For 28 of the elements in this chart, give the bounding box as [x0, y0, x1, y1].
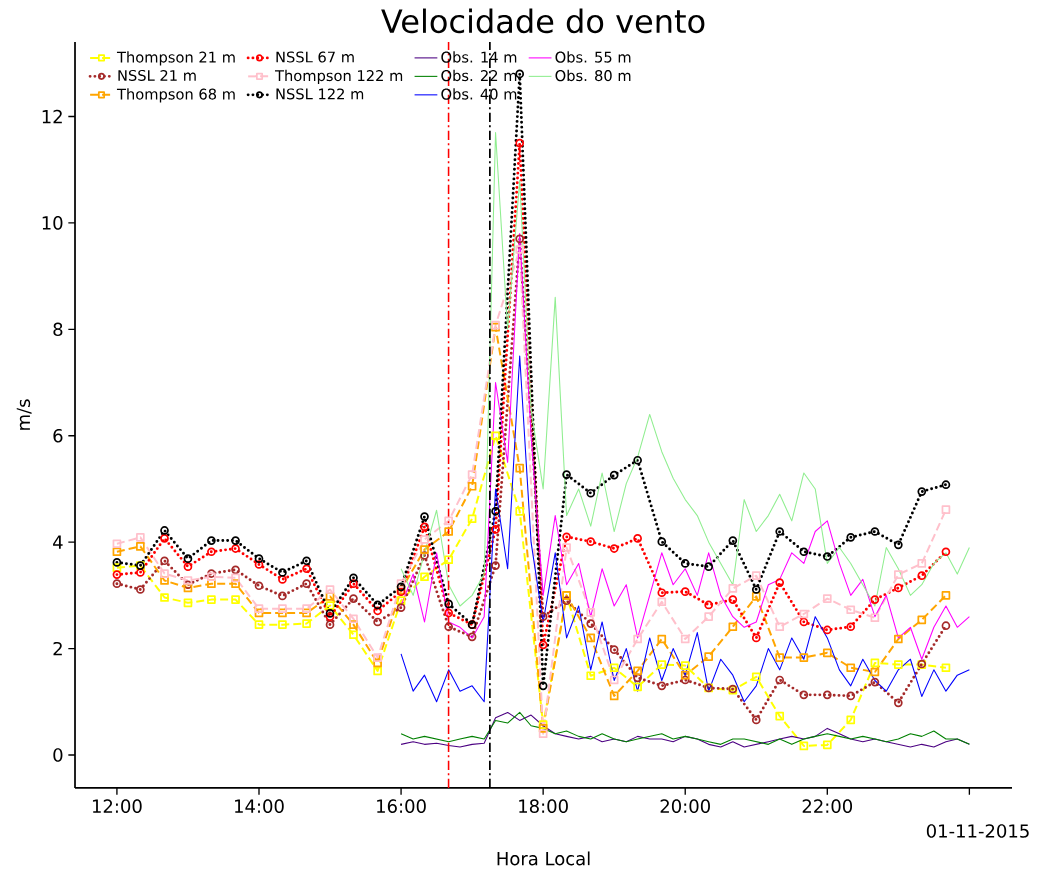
x-tick-label: 20:00 — [660, 799, 710, 813]
legend-label: Thompson 122 m — [274, 69, 403, 84]
y-tick-label: 6 — [53, 428, 63, 443]
x-axis-title: Hora Local — [497, 851, 590, 866]
text: 01-11-2015 — [926, 824, 1029, 838]
legend-label: NSSL 122 m — [276, 88, 364, 100]
legend-label: Obs. 14 m — [441, 51, 517, 63]
y-axis-title: m/s — [16, 399, 32, 430]
x-tick-label: 12:00 — [92, 799, 142, 813]
x-tick-label: 18:00 — [519, 799, 568, 813]
legend-label: NSSL 67 m — [276, 51, 354, 63]
y-tick-label: 12 — [42, 109, 62, 124]
legend-label: Thompson 21 m — [116, 51, 235, 66]
y-tick-label: 2 — [53, 641, 62, 656]
y-tick-label: 10 — [42, 216, 63, 230]
x-tick-label: 14:00 — [235, 799, 284, 813]
legend-label: Obs. 22 m — [441, 69, 517, 82]
y-tick-label: 8 — [53, 322, 63, 337]
legend-label: Obs. 80 m — [555, 69, 631, 82]
chart-title: Velocidade do vento — [381, 8, 705, 34]
y-tick-label: 0 — [53, 748, 63, 762]
legend-label: Obs. 40 m — [441, 88, 517, 100]
x-tick-label: 16:00 — [377, 799, 426, 813]
y-tick-label: 4 — [53, 535, 63, 549]
x-tick-label: 22:00 — [802, 799, 853, 813]
legend-label: NSSL 21 m — [118, 69, 196, 82]
legend-label: Thompson 68 m — [116, 88, 235, 103]
legend-label: Obs. 55 m — [555, 51, 631, 63]
